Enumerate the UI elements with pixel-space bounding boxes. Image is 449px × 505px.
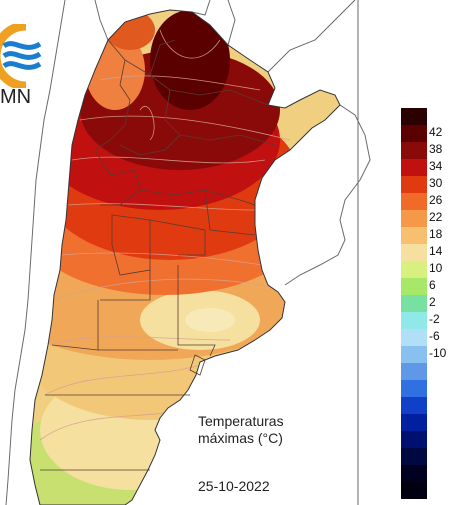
- legend-swatch: [401, 482, 427, 499]
- neighbor-borders: [5, 0, 371, 505]
- legend-label: -10: [429, 346, 447, 360]
- legend-swatch: [401, 193, 427, 210]
- legend-swatch: [401, 312, 427, 329]
- map-title: Temperaturas: [198, 413, 284, 429]
- legend-swatch: [401, 465, 427, 482]
- color-legend: 42 38 34 30 26 22 18 14 10 6 2 -2 -6 -10: [400, 108, 449, 505]
- legend-label: 30: [429, 176, 443, 190]
- legend-label: -6: [429, 329, 440, 343]
- legend-swatch: [401, 227, 427, 244]
- legend-label: 10: [429, 261, 443, 275]
- legend-swatch: [401, 295, 427, 312]
- legend-label: 14: [429, 244, 443, 258]
- legend-swatch: [401, 380, 427, 397]
- legend-swatch: [401, 363, 427, 380]
- legend-swatch: [401, 142, 427, 159]
- smn-logo: [0, 21, 44, 93]
- wave-logo-icon: [0, 21, 42, 91]
- logo-text: MN: [0, 86, 32, 108]
- legend-swatch: [401, 431, 427, 448]
- legend-swatch: [401, 108, 427, 125]
- map-date: 25-10-2022: [198, 478, 270, 494]
- legend-label: 6: [429, 278, 436, 292]
- legend-color-bar: [401, 108, 427, 505]
- legend-label: 26: [429, 193, 443, 207]
- legend-swatch: [401, 448, 427, 465]
- temperature-field: [30, 10, 340, 505]
- legend-swatch: [401, 261, 427, 278]
- legend-swatch: [401, 397, 427, 414]
- legend-swatch: [401, 210, 427, 227]
- legend-swatch: [401, 329, 427, 346]
- legend-label: -2: [429, 312, 440, 326]
- legend-swatch: [401, 346, 427, 363]
- legend-label: 34: [429, 159, 443, 173]
- map-unit: máximas (°C): [198, 430, 283, 446]
- legend-label: 2: [429, 295, 436, 309]
- legend-label: 22: [429, 210, 443, 224]
- province-borders: [40, 39, 276, 471]
- legend-label: 18: [429, 227, 443, 241]
- legend-swatch: [401, 176, 427, 193]
- legend-swatch: [401, 244, 427, 261]
- legend-label: 42: [429, 125, 443, 139]
- legend-swatch: [401, 125, 427, 142]
- legend-swatch: [401, 159, 427, 176]
- legend-swatch: [401, 414, 427, 431]
- legend-swatch: [401, 278, 427, 295]
- legend-label: 38: [429, 142, 443, 156]
